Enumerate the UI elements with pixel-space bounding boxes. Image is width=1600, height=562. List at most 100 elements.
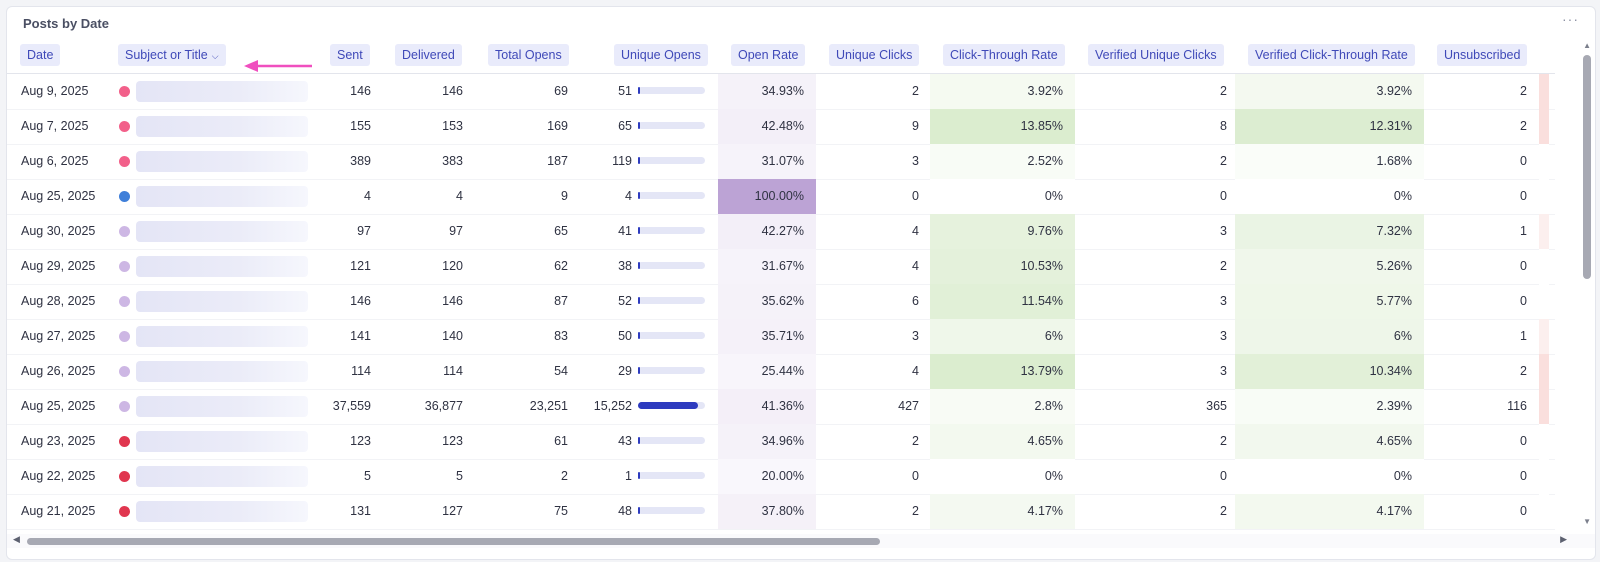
verified-unique-clicks-cell: 2 <box>1220 504 1227 518</box>
table-row[interactable]: Aug 6, 2025 389 383 187 119 31.07% 3 2.52% 2 1.68… <box>7 144 1555 180</box>
unique-opens-bar-fill <box>638 507 640 514</box>
face-emoji-icon <box>119 156 130 167</box>
column-header-label: Verified Unique Clicks <box>1095 48 1217 62</box>
unique-opens-bar <box>638 472 705 479</box>
unique-opens-cell: 65 <box>618 119 632 133</box>
table-row[interactable]: Aug 7, 2025 155 153 169 65 42.48% 9 13.85% 8 12.3… <box>7 109 1555 145</box>
verified-unique-clicks-cell: 365 <box>1206 399 1227 413</box>
table-row[interactable]: Aug 29, 2025 121 120 62 38 31.67% 4 10.53% 2 5.26… <box>7 249 1555 285</box>
scroll-down-icon[interactable]: ▼ <box>1583 517 1591 526</box>
unique-opens-bar <box>638 507 705 514</box>
unsubscribed-heat-strip <box>1539 284 1549 319</box>
verified-ctr-value: 7.32% <box>1376 224 1412 238</box>
subject-title-redacted[interactable] <box>136 291 308 312</box>
chevron-down-icon: ⌵ <box>211 51 219 61</box>
subject-title-redacted[interactable] <box>136 81 308 102</box>
subject-title-redacted[interactable] <box>136 361 308 382</box>
ctr-cell: 2.8% <box>930 389 1075 424</box>
column-header-total-opens[interactable]: Total Opens <box>488 44 569 66</box>
column-header-open-rate[interactable]: Open Rate <box>731 44 806 66</box>
column-header-label: Verified Click-Through Rate <box>1255 48 1408 62</box>
column-header-subject[interactable]: Subject or Title ⌵ <box>118 44 226 66</box>
open-rate-value: 34.93% <box>761 84 804 98</box>
open-rate-cell: 25.44% <box>718 354 816 389</box>
unsubscribed-heat-strip <box>1539 459 1549 494</box>
column-header-verified-click-through-rate[interactable]: Verified Click-Through Rate <box>1248 44 1415 66</box>
column-header-label: Delivered <box>402 48 455 62</box>
total-opens-cell: 54 <box>554 364 568 378</box>
table-row[interactable]: Aug 26, 2025 114 114 54 29 25.44% 4 13.79% 3 10.3… <box>7 354 1555 390</box>
ctr-cell: 4.17% <box>930 494 1075 529</box>
column-header-date[interactable]: Date <box>20 44 61 66</box>
unique-opens-bar-fill <box>638 192 640 199</box>
ctr-cell: 10.53% <box>930 249 1075 284</box>
total-opens-cell: 61 <box>554 434 568 448</box>
date-cell: Aug 9, 2025 <box>21 84 89 98</box>
scroll-right-icon[interactable]: ▶ <box>1560 534 1567 544</box>
unique-clicks-cell: 427 <box>898 399 919 413</box>
scroll-up-icon[interactable]: ▲ <box>1583 41 1591 50</box>
unique-clicks-cell: 0 <box>912 469 919 483</box>
unique-opens-bar-fill <box>638 402 698 409</box>
total-opens-cell: 187 <box>547 154 568 168</box>
unique-opens-bar <box>638 262 705 269</box>
open-rate-cell: 41.36% <box>718 389 816 424</box>
target-icon <box>119 471 130 482</box>
unique-opens-bar-fill <box>638 262 640 269</box>
ctr-value: 10.53% <box>1020 259 1063 273</box>
column-header-unique-clicks[interactable]: Unique Clicks <box>829 44 920 66</box>
verified-unique-clicks-cell: 2 <box>1220 259 1227 273</box>
unique-clicks-cell: 2 <box>912 434 919 448</box>
table-row[interactable]: Aug 25, 2025 4 4 9 4 100.00% 0 0% 0 0% 0 <box>7 179 1555 215</box>
unsubscribed-cell: 0 <box>1520 294 1527 308</box>
subject-title-redacted[interactable] <box>136 221 308 242</box>
subject-title-redacted[interactable] <box>136 501 308 522</box>
table-row[interactable]: Aug 28, 2025 146 146 87 52 35.62% 6 11.54% 3 5.77… <box>7 284 1555 320</box>
unique-opens-cell: 4 <box>625 189 632 203</box>
subject-title-redacted[interactable] <box>136 256 308 277</box>
table-row[interactable]: Aug 23, 2025 123 123 61 43 34.96% 2 4.65% 2 4.65%… <box>7 424 1555 460</box>
column-header-label: Open Rate <box>738 48 799 62</box>
ctr-value: 4.65% <box>1027 434 1063 448</box>
ctr-cell: 0% <box>930 459 1075 494</box>
table-row[interactable]: Aug 27, 2025 141 140 83 50 35.71% 3 6% 3 6% 1 <box>7 319 1555 355</box>
ctr-value: 2.8% <box>1034 399 1064 413</box>
horizontal-scrollbar[interactable] <box>27 538 880 545</box>
table-row[interactable]: Aug 21, 2025 131 127 75 48 37.80% 2 4.17% 2 4.17%… <box>7 494 1555 530</box>
unique-opens-bar-fill <box>638 437 640 444</box>
more-options-icon[interactable]: ··· <box>1562 11 1579 27</box>
table-row[interactable]: Aug 22, 2025 5 5 2 1 20.00% 0 0% 0 0% 0 <box>7 459 1555 495</box>
total-opens-cell: 62 <box>554 259 568 273</box>
table-row[interactable]: Aug 30, 2025 97 97 65 41 42.27% 4 9.76% 3 7.32% 1 <box>7 214 1555 250</box>
subject-title-redacted[interactable] <box>136 326 308 347</box>
unique-opens-cell: 43 <box>618 434 632 448</box>
column-header-unsubscribed[interactable]: Unsubscribed <box>1437 44 1528 66</box>
column-header-delivered[interactable]: Delivered <box>395 44 462 66</box>
column-header-click-through-rate[interactable]: Click-Through Rate <box>943 44 1065 66</box>
verified-unique-clicks-cell: 8 <box>1220 119 1227 133</box>
subject-title-redacted[interactable] <box>136 431 308 452</box>
table-row[interactable]: Aug 25, 2025 37,559 36,877 23,251 15,252 41.3… <box>7 389 1555 425</box>
ctr-value: 11.54% <box>1021 294 1063 308</box>
unique-opens-cell: 38 <box>618 259 632 273</box>
delivered-cell: 140 <box>442 329 463 343</box>
subject-title-redacted[interactable] <box>136 466 308 487</box>
unsubscribed-cell: 0 <box>1520 434 1527 448</box>
column-header-verified-unique-clicks[interactable]: Verified Unique Clicks <box>1088 44 1224 66</box>
column-header-unique-opens[interactable]: Unique Opens <box>614 44 708 66</box>
ctr-value: 13.85% <box>1020 119 1063 133</box>
scroll-left-icon[interactable]: ◀ <box>13 534 20 544</box>
open-rate-value: 31.07% <box>761 154 804 168</box>
unique-opens-cell: 41 <box>618 224 632 238</box>
subject-title-redacted[interactable] <box>136 116 308 137</box>
verified-unique-clicks-cell: 3 <box>1220 224 1227 238</box>
vertical-scrollbar[interactable] <box>1583 55 1591 279</box>
verified-ctr-cell: 4.65% <box>1235 424 1424 459</box>
verified-ctr-value: 1.68% <box>1376 154 1412 168</box>
subject-title-redacted[interactable] <box>136 396 308 417</box>
subject-title-redacted[interactable] <box>136 186 308 207</box>
table-row[interactable]: Aug 9, 2025 146 146 69 51 34.93% 2 3.92% 2 3.92% 2 <box>7 74 1555 110</box>
subject-title-redacted[interactable] <box>136 151 308 172</box>
unique-clicks-cell: 2 <box>912 504 919 518</box>
column-header-sent[interactable]: Sent <box>330 44 370 66</box>
